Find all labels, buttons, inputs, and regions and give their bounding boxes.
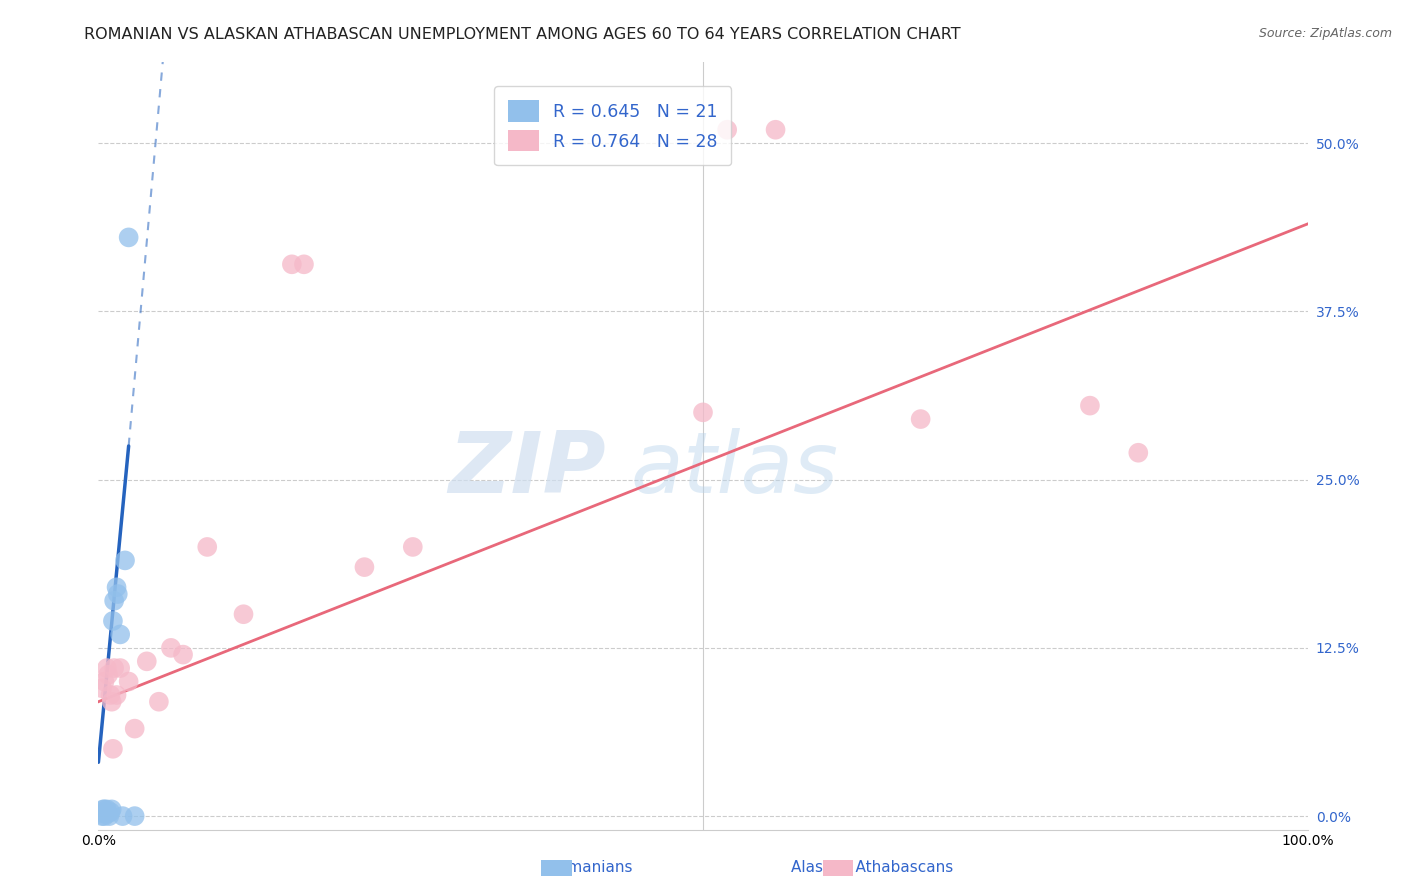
Point [91, 809, 114, 823]
Point [118, 674, 141, 689]
Point [353, 560, 375, 574]
Point [100, 805, 122, 819]
Point [105, 688, 128, 702]
Point [93, 809, 115, 823]
Text: Alaskan Athabascans: Alaskan Athabascans [790, 860, 953, 874]
Point [160, 640, 183, 655]
Point [108, 661, 131, 675]
Point [124, 722, 146, 736]
Point [103, 661, 125, 675]
Point [111, 809, 134, 823]
Point [93, 674, 115, 689]
Point [135, 654, 157, 668]
Point [765, 122, 787, 136]
Point [716, 122, 738, 136]
Point [232, 607, 254, 622]
Point [96, 805, 118, 819]
Point [101, 741, 124, 756]
Point [98, 809, 121, 823]
Point [692, 405, 714, 419]
Point [105, 580, 128, 594]
Point [100, 802, 122, 816]
Point [100, 695, 122, 709]
Point [97, 806, 120, 821]
Point [292, 257, 315, 271]
Point [1128, 446, 1150, 460]
Point [96, 802, 118, 816]
Point [124, 809, 146, 823]
Point [114, 553, 136, 567]
Point [94, 805, 117, 819]
Point [91, 802, 114, 816]
Point [91, 806, 114, 821]
Point [101, 614, 124, 628]
Point [1078, 399, 1101, 413]
Text: Romanians: Romanians [548, 860, 633, 874]
Point [100, 688, 122, 702]
Text: atlas: atlas [630, 427, 838, 510]
Point [107, 587, 129, 601]
Point [148, 695, 170, 709]
Point [402, 540, 425, 554]
Point [93, 802, 115, 816]
Point [103, 594, 125, 608]
Text: ROMANIAN VS ALASKAN ATHABASCAN UNEMPLOYMENT AMONG AGES 60 TO 64 YEARS CORRELATIO: ROMANIAN VS ALASKAN ATHABASCAN UNEMPLOYM… [84, 27, 960, 42]
Point [172, 648, 194, 662]
Point [910, 412, 932, 426]
Text: Source: ZipAtlas.com: Source: ZipAtlas.com [1258, 27, 1392, 40]
Point [91, 681, 114, 696]
Point [118, 230, 141, 244]
Point [96, 661, 118, 675]
Point [281, 257, 304, 271]
Legend: R = 0.645   N = 21, R = 0.764   N = 28: R = 0.645 N = 21, R = 0.764 N = 28 [494, 87, 731, 165]
Point [195, 540, 218, 554]
Text: ZIP: ZIP [449, 427, 606, 510]
Point [108, 627, 131, 641]
Point [97, 667, 120, 681]
